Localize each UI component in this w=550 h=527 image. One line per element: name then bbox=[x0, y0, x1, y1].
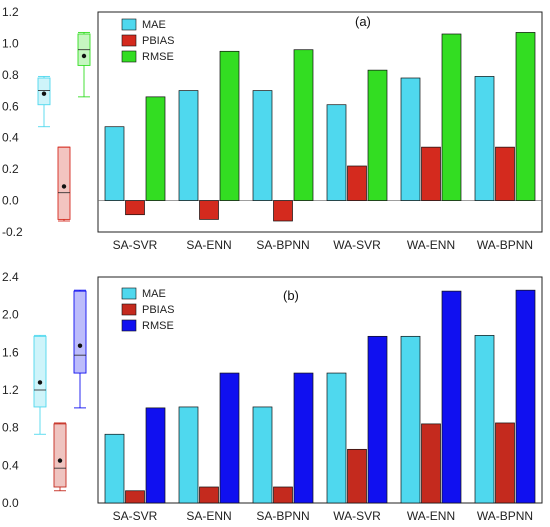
panel-a-boxplot-pbias bbox=[57, 146, 71, 220]
panel-b-boxplot-rmse bbox=[73, 290, 87, 374]
panel-b-bar-rmse bbox=[515, 289, 536, 504]
panel-a-bar-rmse bbox=[219, 50, 240, 201]
panel-b-legend-label-mae: MAE bbox=[142, 288, 166, 300]
panel-b-bar-mae bbox=[178, 406, 199, 504]
panel-a-bar-pbias bbox=[495, 146, 515, 201]
panel-b-bar-rmse bbox=[367, 335, 388, 504]
panel-b-bar-pbias bbox=[125, 490, 145, 504]
panel-a-title: (a) bbox=[355, 14, 371, 29]
panel-b-category-label: WA-BPNN bbox=[477, 509, 533, 523]
panel-a-ytick-label: 0.6 bbox=[2, 99, 19, 113]
panel-b-bar-mae bbox=[400, 335, 421, 504]
panel-a-ytick-label: 0.8 bbox=[2, 68, 19, 82]
panel-b-boxplot-pbias bbox=[53, 423, 67, 488]
panel-a-bar-mae bbox=[252, 90, 273, 201]
panel-a-legend-swatch-pbias bbox=[121, 34, 137, 47]
panel-b-bar-mae bbox=[474, 335, 495, 504]
panel-a-legend-label-mae: MAE bbox=[142, 19, 166, 31]
panel-b-frame bbox=[97, 276, 543, 504]
panel-b-ytick-label: 1.6 bbox=[2, 345, 19, 359]
panel-a-bar-rmse bbox=[145, 96, 166, 201]
panel-a-bar-pbias bbox=[421, 146, 441, 201]
panel-a-bar-pbias bbox=[199, 200, 219, 220]
panel-b-bar-rmse bbox=[219, 372, 240, 504]
panel-b-category-label: SA-BPNN bbox=[256, 509, 309, 523]
panel-a-ytick-label: -0.2 bbox=[2, 225, 23, 239]
panel-a-ytick-label: 1.2 bbox=[2, 5, 19, 19]
panel-a-legend-swatch-rmse bbox=[121, 50, 137, 63]
panel-a-boxplot-mae-mean-point bbox=[41, 91, 47, 96]
panel-b-ytick-label: 2.0 bbox=[2, 308, 19, 322]
panel-b-boxplot-rmse-mean-point bbox=[77, 343, 83, 348]
panel-b-legend-label-pbias: PBIAS bbox=[142, 304, 174, 316]
panel-b-bar-mae bbox=[326, 372, 347, 504]
panel-a-bar-rmse bbox=[515, 32, 536, 201]
panel-a-bar-pbias bbox=[273, 200, 293, 222]
panel-a-bar-rmse bbox=[293, 49, 314, 201]
panel-b-bar-rmse bbox=[293, 372, 314, 504]
panel-b-bar-rmse bbox=[145, 407, 166, 504]
panel-a-category-label: WA-SVR bbox=[333, 238, 381, 252]
panel-b-category-label: WA-SVR bbox=[333, 509, 381, 523]
panel-a-boxplot-pbias-mean-point bbox=[61, 184, 67, 189]
panel-b-ytick-label: 0.8 bbox=[2, 421, 19, 435]
panel-b-ytick-label: 0.4 bbox=[2, 458, 19, 472]
panel-a-bar-mae bbox=[104, 126, 125, 201]
panel-a-bar-mae bbox=[326, 104, 347, 201]
panel-a-legend-swatch-mae bbox=[121, 18, 137, 31]
panel-a-frame bbox=[97, 11, 543, 233]
panel-a-bar-pbias bbox=[125, 200, 145, 216]
panel-b-title: (b) bbox=[283, 288, 299, 303]
panel-a-bar-mae bbox=[400, 77, 421, 201]
panel-a-category-label: SA-ENN bbox=[186, 238, 231, 252]
panel-a-category-label: SA-SVR bbox=[113, 238, 158, 252]
panel-a-boxplot-mae bbox=[37, 77, 51, 106]
panel-a-ytick-label: 0.2 bbox=[2, 162, 19, 176]
panel-b-ytick-label: 2.4 bbox=[2, 270, 19, 284]
panel-b-bar-pbias bbox=[495, 422, 515, 504]
panel-a-ytick-label: 0.0 bbox=[2, 194, 19, 208]
panel-b-boxplot-pbias-mean-point bbox=[57, 458, 63, 463]
panel-a-bar-pbias bbox=[347, 165, 367, 201]
panel-b-bar-pbias bbox=[199, 486, 219, 504]
panel-b-bar-pbias bbox=[421, 423, 441, 504]
panel-a-category-label: WA-BPNN bbox=[477, 238, 533, 252]
panel-a-category-label: WA-ENN bbox=[407, 238, 455, 252]
panel-a-category-label: SA-BPNN bbox=[256, 238, 309, 252]
panel-a-bar-mae bbox=[178, 90, 199, 201]
panel-b-category-label: SA-SVR bbox=[113, 509, 158, 523]
panel-a-legend-label-pbias: PBIAS bbox=[142, 35, 174, 47]
panel-b-bar-pbias bbox=[273, 486, 293, 504]
panel-b-boxplot-mae-mean-point bbox=[37, 380, 43, 385]
panel-a-ytick-label: 0.4 bbox=[2, 131, 19, 145]
panel-b-boxplot-mae bbox=[33, 335, 47, 408]
panel-b-bar-mae bbox=[104, 433, 125, 504]
panel-a-legend-label-rmse: RMSE bbox=[142, 51, 174, 63]
panel-b-legend-swatch-mae bbox=[121, 287, 137, 300]
panel-b-legend-swatch-rmse bbox=[121, 319, 137, 332]
panel-b-bar-rmse bbox=[441, 290, 462, 504]
panel-b-ytick-label: 1.2 bbox=[2, 383, 19, 397]
panel-b-bar-pbias bbox=[347, 448, 367, 504]
panel-a-bar-mae bbox=[474, 76, 495, 201]
panel-b-bar-mae bbox=[252, 406, 273, 504]
panel-a-bar-rmse bbox=[441, 33, 462, 201]
panel-a-bar-rmse bbox=[367, 69, 388, 201]
panel-a-ytick-label: 1.0 bbox=[2, 36, 19, 50]
panel-b-legend-swatch-pbias bbox=[121, 303, 137, 316]
panel-b-legend-label-rmse: RMSE bbox=[142, 320, 174, 332]
panel-a-boxplot-rmse-mean-point bbox=[81, 53, 87, 59]
panel-b-ytick-label: 0.0 bbox=[2, 496, 19, 510]
panel-b-category-label: WA-ENN bbox=[407, 509, 455, 523]
panel-b-category-label: SA-ENN bbox=[186, 509, 231, 523]
